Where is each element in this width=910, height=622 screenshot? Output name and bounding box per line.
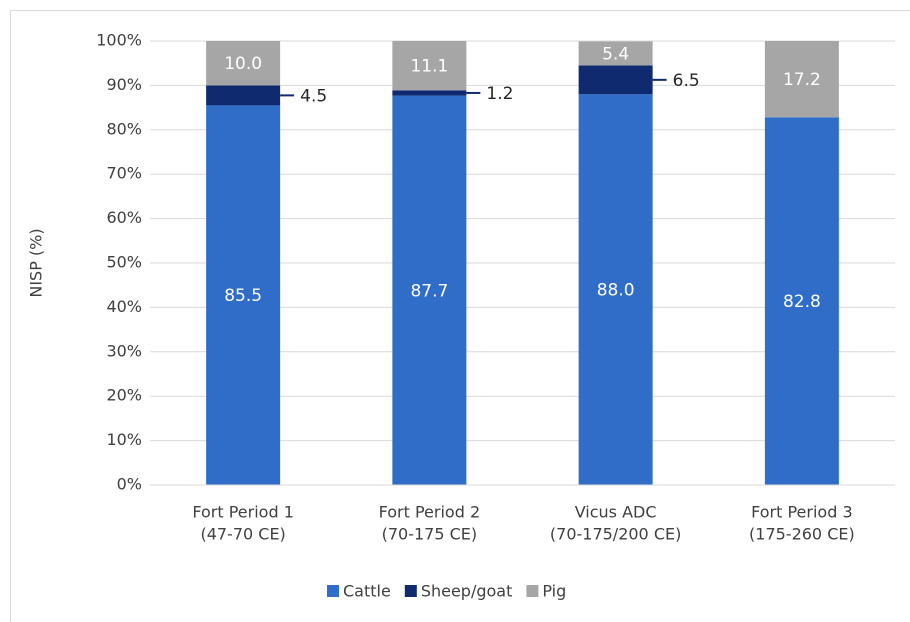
- bar-segment: [392, 95, 467, 485]
- bar-segment: [206, 41, 281, 86]
- data-label: 88.0: [597, 281, 635, 301]
- y-tick-label: 10%: [106, 430, 142, 449]
- y-tick-label: 0%: [117, 475, 142, 494]
- bar-segment: [578, 65, 653, 95]
- data-label: 17.2: [783, 70, 821, 90]
- legend-swatch: [404, 585, 417, 597]
- bar-segment: [206, 85, 281, 106]
- y-tick-label: 100%: [96, 31, 142, 50]
- x-tick-label: (70-175 CE): [382, 525, 478, 544]
- data-label: 4.5: [300, 86, 327, 106]
- legend-label: Cattle: [343, 582, 391, 601]
- bar-segment: [764, 41, 839, 118]
- data-label: 6.5: [673, 71, 700, 91]
- bar-segment: [392, 41, 467, 91]
- y-tick-label: 60%: [106, 208, 142, 227]
- y-tick-label: 20%: [106, 386, 142, 405]
- data-label: 5.4: [602, 44, 629, 64]
- x-tick-label: (70-175/200 CE): [550, 525, 681, 544]
- legend-swatch: [327, 585, 339, 597]
- bar-segment: [578, 94, 653, 485]
- y-tick-label: 70%: [106, 164, 142, 183]
- x-tick-label: Fort Period 2: [379, 503, 481, 522]
- y-tick-label: 80%: [106, 119, 142, 138]
- legend-label: Sheep/goat: [421, 582, 513, 601]
- bar-segment: [392, 90, 467, 96]
- x-tick-label: Fort Period 1: [192, 503, 294, 522]
- bar-segment: [578, 41, 653, 66]
- data-label: 1.2: [486, 84, 513, 104]
- x-tick-label: (175-260 CE): [749, 525, 855, 544]
- legend-swatch: [526, 585, 539, 597]
- data-label: 85.5: [224, 286, 262, 306]
- bar-segment: [206, 105, 281, 485]
- x-tick-label: Fort Period 3: [751, 503, 853, 522]
- data-label: 11.1: [410, 57, 448, 77]
- chart-frame: [10, 10, 910, 622]
- y-tick-label: 40%: [106, 297, 142, 316]
- data-label: 10.0: [224, 54, 262, 74]
- y-tick-label: 50%: [106, 253, 142, 272]
- x-tick-label: (47-70 CE): [200, 525, 285, 544]
- bar-segment: [764, 117, 839, 486]
- x-tick-label: Vicus ADC: [575, 503, 657, 522]
- legend-label: Pig: [542, 582, 566, 601]
- y-tick-label: 30%: [106, 341, 142, 360]
- y-axis-label: NISP (%): [27, 228, 46, 297]
- data-label: 87.7: [410, 281, 448, 301]
- y-tick-label: 90%: [106, 75, 142, 94]
- data-label: 82.8: [783, 292, 821, 312]
